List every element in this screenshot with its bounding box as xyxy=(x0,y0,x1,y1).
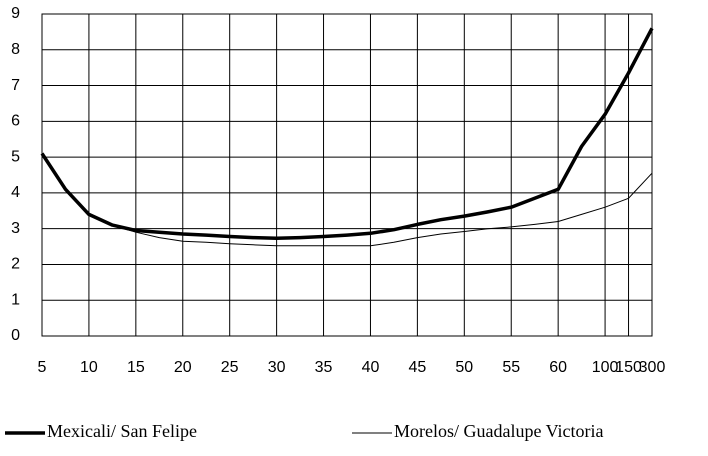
y-tick-label: 4 xyxy=(11,184,20,201)
x-tick-label: 60 xyxy=(549,359,567,376)
x-tick-label: 100 xyxy=(592,359,619,376)
series-line xyxy=(40,27,654,241)
x-tick-label: 50 xyxy=(455,359,473,376)
x-tick-label: 15 xyxy=(127,359,145,376)
x-tick-label: 300 xyxy=(639,359,666,376)
legend-label: Mexicali/ San Felipe xyxy=(47,421,197,441)
legend-label: Morelos/ Guadalupe Victoria xyxy=(394,421,604,441)
y-tick-label: 3 xyxy=(11,220,20,237)
y-tick-label: 1 xyxy=(11,291,20,308)
x-tick-label: 25 xyxy=(221,359,239,376)
x-tick-label: 35 xyxy=(315,359,333,376)
x-tick-label: 55 xyxy=(502,359,520,376)
plot-border xyxy=(41,13,653,337)
series-line xyxy=(41,153,653,247)
x-tick-label: 5 xyxy=(38,359,47,376)
y-tick-label: 5 xyxy=(11,148,20,165)
x-tick-label: 10 xyxy=(80,359,98,376)
y-tick-label: 7 xyxy=(11,77,20,94)
x-tick-label: 30 xyxy=(268,359,286,376)
x-tick-label: 20 xyxy=(174,359,192,376)
x-tick-label: 40 xyxy=(362,359,380,376)
y-tick-label: 8 xyxy=(11,41,20,58)
y-tick-label: 2 xyxy=(11,256,20,273)
x-tick-label: 45 xyxy=(408,359,426,376)
y-tick-label: 6 xyxy=(11,113,20,130)
y-tick-label: 0 xyxy=(11,327,20,344)
x-tick-label: 150 xyxy=(615,359,642,376)
y-tick-label: 9 xyxy=(11,5,20,22)
